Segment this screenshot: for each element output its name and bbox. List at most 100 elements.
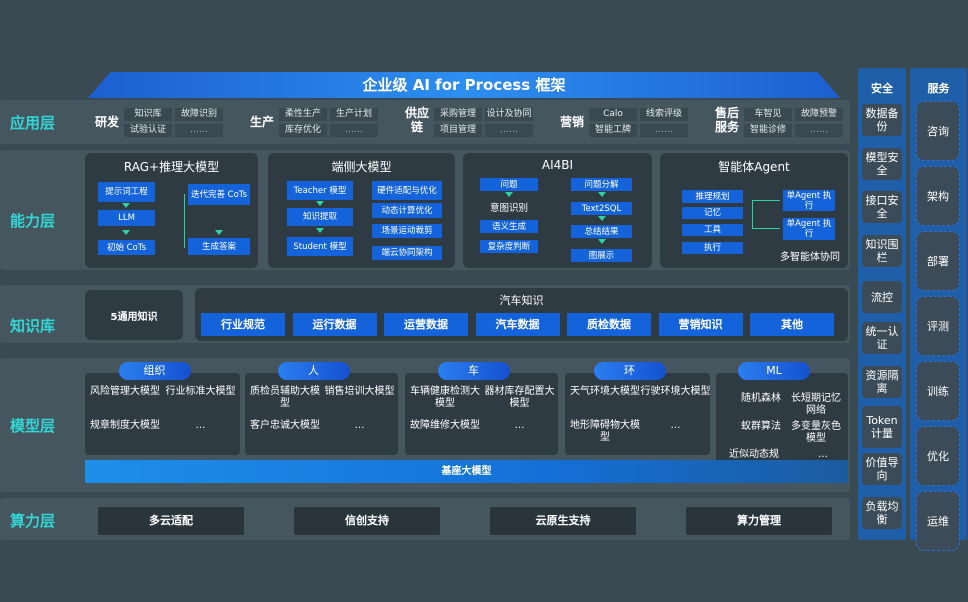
capability-chip[interactable]: 生成答案 xyxy=(188,238,250,255)
capability-chip[interactable]: 提示词工程 xyxy=(98,182,155,202)
security-item[interactable]: 统一认证 xyxy=(862,322,902,354)
security-item[interactable]: Token计量 xyxy=(862,406,902,448)
model-item[interactable]: 销售培训大模型 xyxy=(324,386,395,397)
app-item[interactable]: 生产计划 xyxy=(330,108,378,121)
app-item[interactable]: 故障识别 xyxy=(175,108,223,121)
app-item[interactable]: …… xyxy=(330,124,378,137)
capability-chip[interactable]: 工具 xyxy=(682,224,743,236)
capability-chip[interactable]: Text2SQL xyxy=(571,202,632,215)
security-item[interactable]: 流控 xyxy=(862,281,902,313)
capability-chip[interactable]: 复杂度判断 xyxy=(480,240,538,253)
model-item[interactable]: 长短期记忆网络 xyxy=(791,393,841,416)
model-item[interactable]: 风险管理大模型 xyxy=(90,386,160,397)
capability-chip[interactable]: 图展示 xyxy=(571,249,632,262)
app-item[interactable]: …… xyxy=(485,124,533,137)
app-item[interactable]: …… xyxy=(795,124,843,137)
model-group-card xyxy=(85,373,240,455)
security-title: 安全 xyxy=(871,82,893,95)
app-item[interactable]: 智能诊修 xyxy=(744,124,792,137)
service-item[interactable]: 部署 xyxy=(916,231,960,291)
model-item[interactable]: 天气环境大模型 xyxy=(570,386,640,397)
model-item[interactable]: … xyxy=(195,420,206,431)
model-item[interactable]: 行驶环境大模型 xyxy=(640,386,711,397)
capability-chip[interactable]: 执行 xyxy=(682,242,743,254)
capability-chip[interactable]: LLM xyxy=(98,210,155,226)
app-item[interactable]: 知识库 xyxy=(124,108,172,121)
app-item[interactable]: 项目管理 xyxy=(434,124,482,137)
capability-chip[interactable]: 迭代完善 CoTs xyxy=(188,184,250,205)
app-item[interactable]: 智能工牌 xyxy=(589,124,637,137)
model-item[interactable]: 蚁群算法 xyxy=(741,421,781,432)
app-item[interactable]: 车智见 xyxy=(744,108,792,121)
security-item[interactable]: 数据备份 xyxy=(862,104,902,136)
model-item[interactable]: 客户忠诚大模型 xyxy=(250,420,320,431)
capability-chip[interactable]: 记忆 xyxy=(682,207,743,219)
compute-box[interactable]: 云原生支持 xyxy=(490,507,636,535)
model-item[interactable]: … xyxy=(354,420,365,431)
model-item[interactable]: 行业标准大模型 xyxy=(165,386,236,397)
model-item[interactable]: 器材库存配置大模型 xyxy=(484,386,555,409)
app-item[interactable]: 库存优化 xyxy=(279,124,327,137)
security-item[interactable]: 接口安全 xyxy=(862,191,902,223)
knowledge-chip[interactable]: 其他 xyxy=(750,313,834,336)
capability-chip[interactable]: 问题分解 xyxy=(571,178,632,191)
security-item[interactable]: 模型安全 xyxy=(862,148,902,180)
knowledge-chip[interactable]: 汽车数据 xyxy=(475,313,560,336)
model-item[interactable]: … xyxy=(514,420,525,431)
capability-chip[interactable]: 总结结果 xyxy=(571,225,632,238)
service-item[interactable]: 评测 xyxy=(916,296,960,356)
compute-box[interactable]: 信创支持 xyxy=(294,507,440,535)
capability-chip[interactable]: 场景运动裁剪 xyxy=(372,224,442,238)
knowledge-chip[interactable]: 运行数据 xyxy=(292,313,377,336)
app-item[interactable]: 线索评级 xyxy=(640,108,688,121)
model-item[interactable]: 车辆健康检测大模型 xyxy=(410,386,480,409)
model-group-pill: 人 xyxy=(277,362,350,380)
app-item[interactable]: 采购管理 xyxy=(434,108,482,121)
capability-chip[interactable]: 端云协同架构 xyxy=(372,246,442,260)
app-item[interactable]: …… xyxy=(640,124,688,137)
capability-chip[interactable]: 单Agent 执行 xyxy=(783,190,835,211)
capability-chip[interactable]: 推理规划 xyxy=(682,190,743,203)
compute-box[interactable]: 算力管理 xyxy=(686,507,832,535)
capability-chip[interactable]: Teacher 模型 xyxy=(287,181,353,200)
app-item[interactable]: 故障预警 xyxy=(795,108,843,121)
capability-chip[interactable]: 硬件适配与优化 xyxy=(372,181,442,200)
knowledge-chip[interactable]: 行业规范 xyxy=(201,313,285,336)
service-item[interactable]: 优化 xyxy=(916,426,960,486)
capability-chip[interactable]: 问题 xyxy=(480,178,538,191)
model-item[interactable]: 质检员辅助大模型 xyxy=(250,386,320,409)
service-item[interactable]: 训练 xyxy=(916,361,960,421)
capability-chip[interactable]: 初始 CoTs xyxy=(98,240,155,255)
app-item[interactable]: …… xyxy=(175,124,223,137)
security-item[interactable]: 负载均衡 xyxy=(862,497,902,529)
model-item[interactable]: 规章制度大模型 xyxy=(90,420,160,431)
model-item[interactable]: … xyxy=(670,420,681,431)
model-item[interactable]: … xyxy=(818,449,828,460)
capability-chip[interactable]: 动态计算优化 xyxy=(372,203,442,218)
model-item[interactable]: 故障维修大模型 xyxy=(410,420,480,431)
security-item[interactable]: 资源隔离 xyxy=(862,366,902,398)
app-group-label: 研发 xyxy=(94,115,119,129)
capability-chip[interactable]: Student 模型 xyxy=(287,237,353,256)
model-item[interactable]: 随机森林 xyxy=(741,393,781,404)
app-item[interactable]: 柔性生产 xyxy=(279,108,327,121)
service-item[interactable]: 运维 xyxy=(916,491,960,551)
security-item[interactable]: 知识围栏 xyxy=(862,235,902,267)
connector-line xyxy=(752,200,780,229)
app-item[interactable]: 试验认证 xyxy=(124,124,172,137)
service-item[interactable]: 架构 xyxy=(916,166,960,226)
knowledge-chip[interactable]: 质检数据 xyxy=(567,313,651,336)
capability-chip[interactable]: 单Agent 执行 xyxy=(783,218,835,240)
capability-chip[interactable]: 知识提取 xyxy=(287,208,353,226)
app-item[interactable]: 设计及协同 xyxy=(485,108,533,121)
model-item[interactable]: 多变量灰色模型 xyxy=(791,421,841,444)
model-item[interactable]: 地形障碍物大模型 xyxy=(570,420,640,443)
knowledge-chip[interactable]: 运营数据 xyxy=(384,313,468,336)
capability-chip[interactable]: 语义生成 xyxy=(480,220,538,233)
app-item[interactable]: Calo xyxy=(589,108,637,121)
service-item[interactable]: 咨询 xyxy=(916,101,960,161)
knowledge-chip[interactable]: 营销知识 xyxy=(658,313,743,336)
compute-box[interactable]: 多云适配 xyxy=(98,507,244,535)
security-item[interactable]: 价值导向 xyxy=(862,453,902,485)
app-group-label: 供应链 xyxy=(404,106,429,134)
